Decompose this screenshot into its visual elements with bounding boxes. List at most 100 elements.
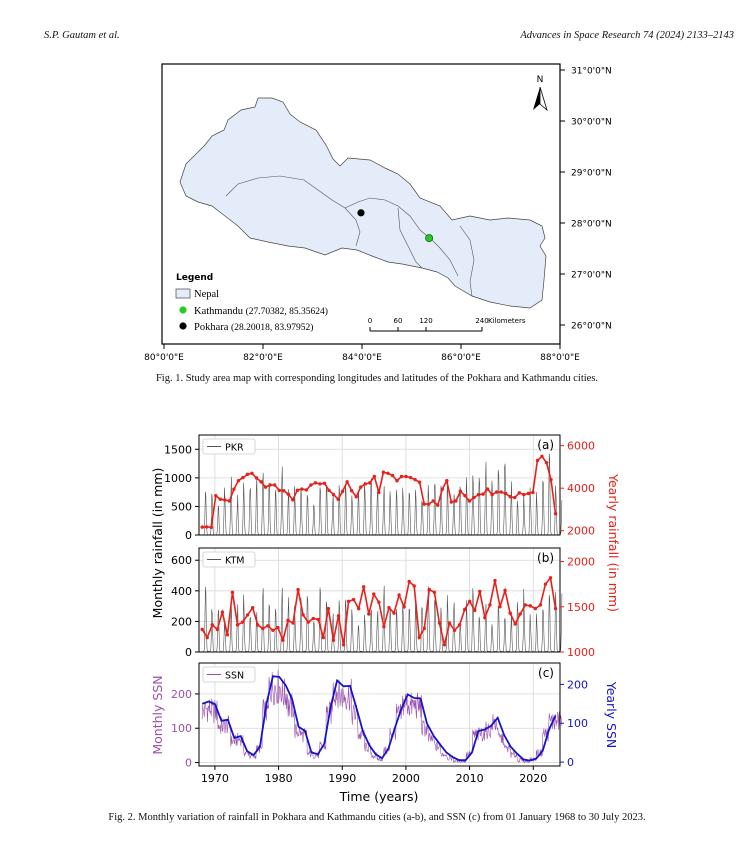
yearly-point: [326, 606, 331, 611]
yearly-point: [345, 480, 349, 484]
yearly-point: [548, 576, 553, 580]
left-tick-label: 500: [171, 500, 192, 513]
yearly-point: [367, 612, 371, 616]
x-axis-label: Time (years): [339, 789, 419, 804]
lat-tick-label: 27°0'0"N: [571, 271, 612, 281]
yearly-point: [322, 481, 327, 485]
yearly-point: [300, 487, 304, 491]
yearly-point: [354, 495, 358, 499]
yearly-point: [437, 621, 442, 625]
yearly-point: [528, 604, 533, 608]
yearly-point: [522, 492, 526, 497]
panel-c: 0 100 200 0 100 200 (c) SSN: [171, 662, 588, 770]
longitude-axis: 80°0'0"E 82°0'0"E 84°0'0"E 86°0'0"E 88°0'0"E: [144, 344, 580, 363]
yearly-point: [513, 495, 517, 500]
yearly-point: [488, 603, 492, 607]
yearly-point: [390, 473, 395, 478]
yearly-point: [442, 643, 447, 647]
district-lines: [225, 175, 475, 297]
panel-frame: [198, 662, 561, 767]
scale-tick-label: 240: [475, 317, 488, 325]
yearly-point: [309, 483, 313, 487]
yearly-point: [513, 622, 517, 626]
yearly-point: [218, 497, 223, 501]
left-tick-label: 600: [171, 554, 192, 567]
yearly-point: [445, 479, 449, 483]
yearly-point: [498, 605, 502, 609]
yearly-point: [381, 470, 386, 474]
yearly-point: [341, 643, 346, 647]
y-axis-label-monthly-rainfall: Monthly rainfall (in mm): [150, 468, 165, 619]
yearly-point: [215, 627, 220, 632]
yearly-point: [200, 627, 204, 632]
yearly-point: [485, 487, 490, 491]
yearly-point: [200, 525, 204, 529]
yearly-point: [553, 512, 558, 516]
yearly-point: [408, 475, 413, 480]
yearly-series: [201, 675, 557, 762]
yearly-point: [399, 474, 404, 479]
rainfall-ssn-chart: 050010001500200040006000(a)PKR0200400600…: [150, 434, 621, 804]
panel-frame: [198, 434, 561, 536]
yearly-point: [404, 474, 408, 479]
yearly-point: [517, 491, 522, 495]
yearly-point: [291, 498, 295, 502]
lon-tick-label: 86°0'0"E: [441, 353, 481, 363]
left-tick-label: 400: [171, 585, 192, 598]
yearly-point: [382, 624, 386, 629]
legend-box: [202, 438, 256, 455]
x-tick-label: 1990: [328, 772, 356, 785]
yearly-point: [316, 617, 320, 622]
left-tick-label: 0: [185, 529, 192, 542]
legend-pokhara-marker: [179, 322, 187, 330]
left-tick-label: 0: [185, 757, 192, 770]
yearly-point: [372, 592, 376, 596]
legend-nepal-swatch: [175, 288, 191, 299]
yearly-point: [295, 488, 300, 493]
yearly-point: [240, 620, 245, 624]
yearly-point: [476, 492, 481, 497]
y-axis-label-monthly-ssn: Monthly SSN: [150, 675, 165, 754]
yearly-point: [427, 587, 432, 592]
yearly-point: [412, 584, 416, 588]
yearly-point: [473, 608, 477, 613]
scale-bar: 0 60 120 240 Kilometers: [368, 317, 526, 332]
yearly-point: [321, 635, 326, 640]
right-tick-label: 0: [567, 756, 574, 769]
yearly-point: [422, 626, 426, 631]
yearly-point: [261, 626, 265, 631]
yearly-point: [544, 460, 549, 465]
yearly-point: [210, 623, 214, 627]
yearly-point: [351, 597, 356, 602]
yearly-point: [256, 623, 260, 627]
yearly-point: [306, 620, 310, 624]
scale-tick-label: 120: [419, 317, 432, 325]
scale-tick-label: 60: [394, 317, 403, 325]
lon-tick-label: 82°0'0"E: [243, 353, 283, 363]
left-tick-label: 0: [185, 646, 192, 659]
yearly-point: [250, 471, 254, 475]
yearly-point: [553, 606, 558, 611]
yearly-point: [223, 498, 227, 502]
yearly-point: [549, 477, 553, 482]
scale-unit: Kilometers: [488, 317, 526, 325]
yearly-point: [457, 623, 462, 627]
legend-box: [202, 666, 256, 683]
yearly-point: [259, 480, 263, 484]
yearly-point: [282, 489, 286, 493]
left-tick-label: 200: [171, 688, 192, 701]
yearly-point: [533, 606, 538, 611]
yearly-point: [286, 492, 290, 496]
yearly-point: [508, 495, 512, 499]
yearly-point: [266, 624, 270, 628]
panel-frame: [198, 547, 561, 653]
panel-label: (b): [537, 551, 554, 565]
yearly-point: [263, 485, 268, 489]
right-tick-label: 1500: [567, 601, 595, 614]
study-area-map: N 31°0'0"N 30°0'0"N 29°0'0"N 28°0'0"N 27°0'0…: [144, 63, 612, 363]
lat-tick-label: 26°0'0"N: [571, 322, 612, 332]
north-label: N: [537, 75, 544, 85]
yearly-point: [397, 593, 401, 597]
panel-label: (a): [537, 438, 554, 452]
yearly-point: [462, 607, 467, 612]
